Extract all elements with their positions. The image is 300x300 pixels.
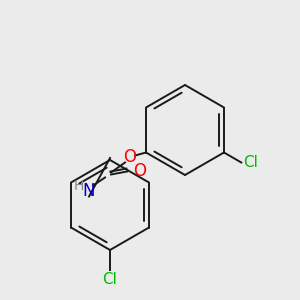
Text: Cl: Cl [243, 155, 258, 170]
Text: H: H [74, 179, 84, 194]
Text: N: N [83, 182, 95, 200]
Text: Cl: Cl [103, 272, 117, 287]
Text: O: O [133, 161, 146, 179]
Text: O: O [124, 148, 136, 166]
